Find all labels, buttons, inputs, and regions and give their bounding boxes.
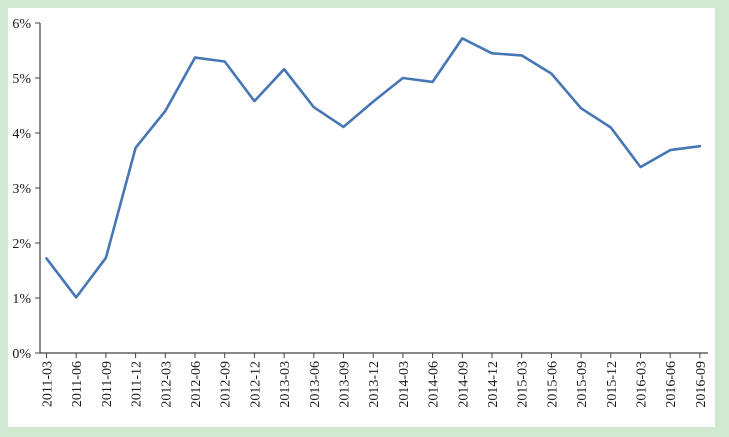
x-tick-label: 2013-06 bbox=[308, 361, 323, 408]
x-tick-label: 2013-12 bbox=[367, 361, 382, 408]
x-tick-label: 2014-06 bbox=[427, 361, 442, 408]
x-tick-label: 2014-03 bbox=[397, 361, 412, 408]
data-series-line bbox=[45, 37, 702, 299]
x-tick-label: 2011-09 bbox=[100, 361, 115, 407]
y-tick-label: 0% bbox=[12, 347, 31, 362]
x-tick-label: 2014-12 bbox=[486, 361, 501, 408]
x-tick-label: 2015-03 bbox=[516, 361, 531, 408]
line-chart: 0% 1% 2% 3% 4% 5% 6% 2011-03 2011-06 2011-09 2011-… bbox=[12, 17, 709, 408]
x-tick-label: 2012-12 bbox=[248, 361, 263, 408]
chart-panel: 0% 1% 2% 3% 4% 5% 6% 2011-03 2011-06 2011-09 2011-… bbox=[8, 8, 715, 427]
y-tick-label: 1% bbox=[12, 292, 31, 307]
x-tick-label: 2011-03 bbox=[41, 361, 56, 407]
x-tick-label: 2014-09 bbox=[456, 361, 471, 408]
x-tick-label: 2016-03 bbox=[635, 361, 650, 408]
x-tick-label: 2013-09 bbox=[338, 361, 353, 408]
y-tick-label: 4% bbox=[12, 127, 31, 142]
x-tick-label: 2015-06 bbox=[545, 361, 560, 408]
x-tick-label: 2012-06 bbox=[189, 361, 204, 408]
y-tick-label: 5% bbox=[12, 72, 31, 87]
x-tick-label: 2013-03 bbox=[278, 361, 293, 408]
x-tick-label: 2015-09 bbox=[575, 361, 590, 408]
x-tick-label: 2012-09 bbox=[219, 361, 234, 408]
x-tick-label: 2016-06 bbox=[664, 361, 679, 408]
x-tick-label: 2011-12 bbox=[130, 361, 145, 407]
y-tick-label: 2% bbox=[12, 237, 31, 252]
x-tick-label: 2016-09 bbox=[694, 361, 709, 408]
y-tick-label: 3% bbox=[12, 182, 31, 197]
y-tick-label: 6% bbox=[12, 17, 31, 32]
x-tick-label: 2011-06 bbox=[70, 361, 85, 407]
x-tick-label: 2015-12 bbox=[605, 361, 620, 408]
x-tick-label: 2012-03 bbox=[159, 361, 174, 408]
